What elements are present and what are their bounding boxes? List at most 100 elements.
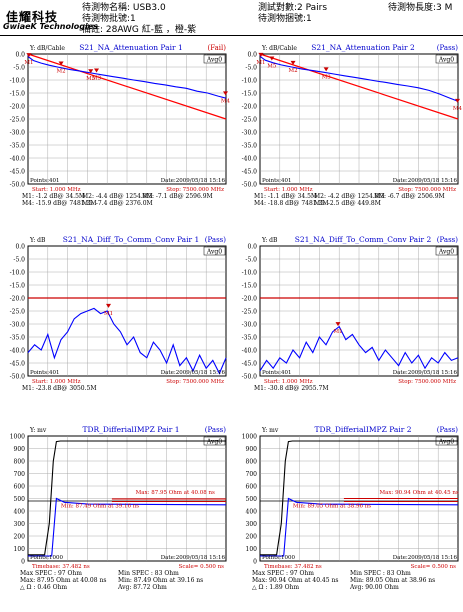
marker-label: M2 bbox=[289, 68, 298, 74]
start-label: Timebase: 37.482 ns bbox=[32, 564, 90, 570]
series-line bbox=[27, 55, 227, 99]
footer-line: Max: 90.94 Ohm at 40.45 ns bbox=[252, 577, 339, 584]
y-tick-label: 0.0 bbox=[15, 244, 25, 251]
marker-label: M4 bbox=[221, 98, 231, 104]
y-tick-label: 1000 bbox=[10, 434, 25, 441]
marker-label: M3 bbox=[322, 74, 332, 80]
chart-title: S21_NA_Attenuation Pair 1 bbox=[79, 43, 183, 52]
date-label: Date:2009/05/18 15:16 bbox=[393, 178, 458, 184]
y-tick-label: -20.0 bbox=[10, 104, 26, 111]
marker-triangle bbox=[258, 52, 264, 57]
y-axis-label: Y: mv bbox=[261, 427, 279, 434]
avg-label: Avg0 bbox=[438, 57, 454, 64]
y-tick-label: 900 bbox=[246, 446, 258, 453]
points-label: Points:401 bbox=[262, 370, 291, 376]
chart-diff-to-comm-pair-2: S21_NA_Diff_To_Comm_Conv Pair 2 (Pass) Y: … bbox=[242, 235, 459, 385]
marker-triangle bbox=[106, 303, 112, 308]
y-tick-label: 100 bbox=[14, 546, 26, 553]
y-tick-label: 500 bbox=[14, 496, 26, 503]
y-tick-label: -25.0 bbox=[242, 309, 258, 316]
stop-label: Scale= 0.500 ns bbox=[179, 564, 225, 570]
dut-bundle: 待測物捆號:1 bbox=[258, 14, 312, 24]
y-tick-label: 600 bbox=[14, 484, 26, 491]
y-tick-label: -5.0 bbox=[13, 257, 25, 264]
chart-status: (Fail) bbox=[208, 44, 227, 52]
marker-triangle bbox=[335, 322, 341, 327]
chart-s21-attenuation-pair-1: S21_NA_Attenuation Pair 1 (Fail) Y: dB/Cab… bbox=[10, 43, 231, 193]
chart-title: TDR_DifferialIMPZ Pair 2 bbox=[314, 425, 411, 434]
y-tick-label: -45.0 bbox=[10, 361, 26, 368]
footer-line: △ Ω : 0.46 Ohm bbox=[20, 584, 68, 591]
date-label: Date:2009/05/18 15:16 bbox=[161, 370, 226, 376]
y-tick-label: 700 bbox=[246, 471, 258, 478]
chart-tdr-pair-2: TDR_DifferialIMPZ Pair 2 (Pass)Y: mv10009… bbox=[242, 425, 459, 570]
footer-line: M4: -18.8 dB@ 7481.3M bbox=[254, 200, 329, 207]
y-tick-label: 800 bbox=[246, 459, 258, 466]
chart-status: (Pass) bbox=[205, 236, 226, 244]
series-line bbox=[28, 497, 227, 557]
marker-triangle bbox=[269, 56, 275, 61]
footer-line: M5: -2.5 dB@ 449.8M bbox=[314, 200, 381, 207]
chart-title: S21_NA_Diff_To_Comm_Conv Pair 1 bbox=[63, 235, 200, 244]
y-axis-label: Y: dB bbox=[29, 237, 46, 244]
footer-line: M2: -4.2 dB@ 1254.0M bbox=[314, 193, 385, 200]
footer-line: M1: -1.2 dB@ 34.5M bbox=[22, 193, 86, 200]
y-tick-label: 300 bbox=[246, 521, 258, 528]
footer-line: M2: -4.4 dB@ 1254.0M bbox=[82, 193, 153, 200]
y-tick-label: -50.0 bbox=[10, 182, 26, 189]
annotation-text: Max: 87.95 Ohm at 40.08 ns bbox=[136, 490, 215, 496]
y-tick-label: 300 bbox=[14, 521, 26, 528]
marker-label: M2 bbox=[57, 68, 66, 74]
chart-status: (Pass) bbox=[437, 44, 458, 52]
y-tick-label: -5.0 bbox=[13, 65, 25, 72]
footer-line: Avg: 87.72 Ohm bbox=[118, 584, 167, 591]
date-label: Date:2009/05/18 15:16 bbox=[393, 555, 458, 561]
y-tick-label: -40.0 bbox=[242, 156, 258, 163]
footer-line: M3: -7.1 dB@ 2596.9M bbox=[142, 193, 213, 200]
footer-line: M5: -7.4 dB@ 2376.0M bbox=[82, 200, 153, 207]
dut-name: 待測物名稱: USB3.0 bbox=[82, 3, 166, 13]
footer-line: Max SPEC : 97 Ohm bbox=[20, 570, 82, 577]
company-logo-en: GwiaeK Technologies bbox=[3, 22, 98, 31]
date-label: Date:2009/05/18 15:16 bbox=[393, 370, 458, 376]
footer-line: △ Ω : 1.89 Ohm bbox=[252, 584, 300, 591]
y-tick-label: 900 bbox=[14, 446, 26, 453]
y-tick-label: -45.0 bbox=[10, 169, 26, 176]
y-tick-label: -20.0 bbox=[242, 104, 258, 111]
y-tick-label: -25.0 bbox=[10, 309, 26, 316]
y-axis-label: Y: dB/Cable bbox=[261, 45, 297, 52]
start-label: Start: 1.000 MHz bbox=[32, 187, 81, 193]
marker-triangle bbox=[223, 91, 229, 96]
pair-count: 測試對數:2 Pairs bbox=[258, 3, 328, 13]
date-label: Date:2009/05/18 15:16 bbox=[161, 178, 226, 184]
marker-label: M1 bbox=[256, 60, 265, 66]
annotation-text: Min: 89.05 Ohm at 38.96 ns bbox=[293, 503, 371, 509]
y-tick-label: -30.0 bbox=[242, 130, 258, 137]
footer-line: Min: 89.05 Ohm at 38.96 ns bbox=[350, 577, 436, 584]
y-tick-label: 400 bbox=[246, 509, 258, 516]
y-tick-label: 600 bbox=[246, 484, 258, 491]
annotation-text: Max: 90.94 Ohm at 40.45 ns bbox=[380, 490, 459, 496]
stop-label: Stop: 7500.000 MHz bbox=[398, 187, 456, 193]
stop-label: Scale= 0.500 ns bbox=[411, 564, 457, 570]
y-tick-label: -50.0 bbox=[10, 374, 26, 381]
y-tick-label: -20.0 bbox=[242, 296, 258, 303]
series-line bbox=[259, 325, 459, 372]
marker-label: M3 bbox=[92, 75, 102, 81]
y-tick-label: -5.0 bbox=[245, 65, 257, 72]
y-tick-label: 800 bbox=[14, 459, 26, 466]
marker-triangle bbox=[88, 69, 94, 74]
chart-title: TDR_DifferialIMPZ Pair 1 bbox=[82, 425, 179, 434]
avg-box bbox=[435, 246, 458, 256]
footer-line: Min SPEC : 83 Ohm bbox=[118, 570, 179, 577]
start-label: Start: 1.000 MHz bbox=[32, 379, 81, 385]
points-label: Points:401 bbox=[262, 178, 291, 184]
y-tick-label: -15.0 bbox=[10, 91, 26, 98]
marker-label: M4 bbox=[453, 106, 463, 112]
avg-label: Avg0 bbox=[438, 439, 454, 446]
footer-line: Min SPEC : 83 Ohm bbox=[350, 570, 411, 577]
y-tick-label: -15.0 bbox=[242, 283, 258, 290]
y-tick-label: 0 bbox=[21, 559, 25, 566]
y-tick-label: -35.0 bbox=[242, 143, 258, 150]
marker-label: M1 bbox=[24, 60, 33, 66]
